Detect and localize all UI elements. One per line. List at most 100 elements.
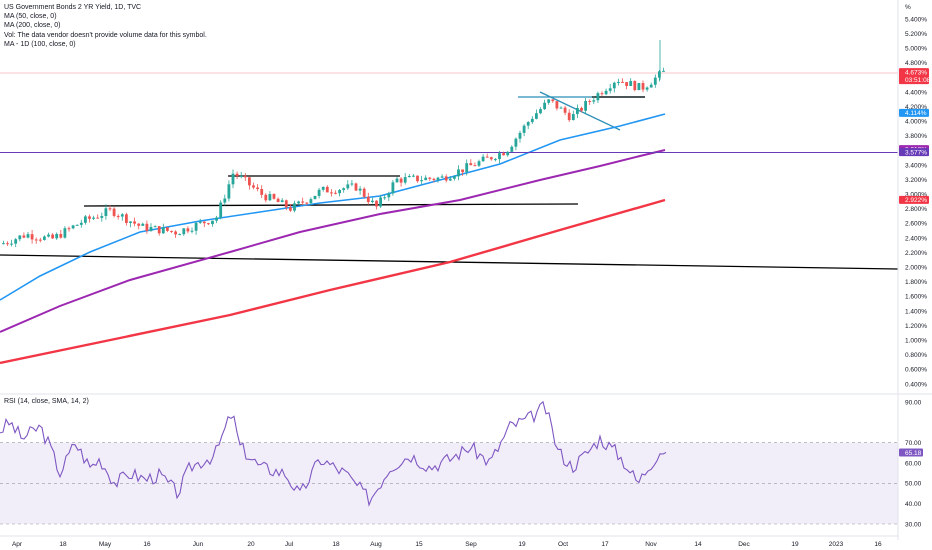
- candle-body: [125, 214, 128, 223]
- candle-body: [604, 90, 608, 95]
- candle-body: [346, 184, 350, 189]
- candle-body: [420, 180, 423, 182]
- candle-body: [571, 114, 575, 121]
- price-tick-label: 3.200%: [905, 177, 927, 184]
- candle-body: [276, 198, 280, 203]
- candle-body: [461, 169, 464, 173]
- candle-body: [190, 230, 194, 232]
- candle-body: [543, 102, 546, 110]
- candle-body: [243, 175, 247, 178]
- price-tick-label: 4.400%: [905, 89, 927, 96]
- candle-body: [18, 235, 22, 240]
- candle-body: [653, 77, 657, 85]
- rsi-badge: [899, 448, 923, 457]
- price-tick-label: 2.400%: [905, 235, 927, 242]
- candle-body: [658, 71, 661, 78]
- candle-body: [596, 93, 600, 101]
- price-tick-label: 5.000%: [905, 46, 927, 53]
- candle-body: [227, 184, 231, 199]
- candle-body: [289, 207, 292, 211]
- candle-body: [186, 228, 190, 232]
- price-badge-countdown: 03:51:08: [905, 77, 931, 84]
- candle-body: [22, 235, 26, 238]
- legend-volume-note: Vol: The data vendor doesn't provide vol…: [4, 31, 207, 39]
- price-tick-label: 1.800%: [905, 279, 927, 286]
- candle-body: [617, 81, 620, 83]
- candle-body: [116, 215, 120, 217]
- candle-body: [555, 101, 559, 109]
- price-tick-label: 0.400%: [905, 381, 927, 388]
- candle-body: [387, 193, 391, 198]
- candle-body: [317, 189, 321, 196]
- candle-body: [399, 178, 403, 183]
- candle-body: [170, 230, 173, 232]
- price-tick-label: 1.200%: [905, 323, 927, 330]
- rsi-pane: 90.00 70.00 60.00 50.00 40.00 30.00 65.18: [0, 399, 923, 528]
- candle-body: [539, 109, 542, 114]
- candle-body: [301, 201, 305, 203]
- price-tick-label: 1.400%: [905, 308, 927, 315]
- price-tick-label: 0.800%: [905, 352, 927, 359]
- ma50-line: [0, 113, 666, 301]
- candle-body: [530, 118, 534, 123]
- time-tick-label: 16: [143, 541, 151, 548]
- time-tick-label: 19: [518, 541, 526, 548]
- candle-body: [10, 243, 13, 245]
- candle-body: [457, 169, 460, 177]
- candle-body: [215, 217, 218, 221]
- candle-body: [63, 228, 67, 238]
- candle-body: [477, 161, 481, 166]
- time-tick-label: Aug: [370, 541, 382, 548]
- candle-body: [59, 233, 63, 238]
- candle-body: [202, 221, 206, 224]
- candle-body: [600, 93, 604, 95]
- candle-body: [412, 175, 415, 177]
- candle-body: [334, 192, 337, 194]
- candle-body: [625, 82, 628, 86]
- candle-body: [88, 216, 91, 219]
- candle-body: [129, 221, 132, 223]
- legend-ma200: MA (200, close, 0): [4, 22, 61, 30]
- candle-body: [84, 216, 87, 223]
- candle-body: [112, 208, 116, 216]
- candle-body: [440, 176, 444, 178]
- time-tick-label: Sep: [465, 541, 477, 548]
- candle-body: [133, 221, 136, 224]
- candle-body: [395, 178, 399, 183]
- price-tick-label: 3.800%: [905, 133, 927, 140]
- candle-body: [325, 186, 329, 193]
- candle-body: [469, 163, 473, 166]
- candle-body: [612, 82, 616, 89]
- time-tick-label: Jun: [193, 541, 204, 548]
- candle-body: [264, 194, 268, 201]
- candle-body: [321, 186, 325, 190]
- rsi-tick-label: 50.00: [905, 481, 922, 488]
- candle-body: [239, 175, 243, 177]
- time-tick-label: 15: [415, 541, 423, 548]
- rsi-tick-label: 70.00: [905, 440, 922, 447]
- candle-body: [465, 163, 469, 173]
- candle-body: [444, 176, 448, 181]
- rsi-tick-label: 60.00: [905, 460, 922, 467]
- candle-body: [432, 178, 436, 181]
- candle-body: [174, 231, 177, 235]
- candle-body: [92, 217, 95, 219]
- candle-body: [26, 234, 30, 238]
- time-tick-label: 18: [59, 541, 67, 548]
- candle-body: [383, 197, 387, 199]
- price-tick-label: 4.000%: [905, 119, 927, 126]
- candle-body: [194, 222, 198, 231]
- candle-body: [485, 156, 489, 158]
- candle-body: [424, 177, 428, 181]
- price-axis: 5.400% 5.200% 5.000% 4.800% 4.400% 4.200% 4.00…: [897, 0, 931, 540]
- candle-body: [338, 190, 341, 194]
- candle-body: [522, 125, 526, 133]
- candle-body: [2, 243, 5, 245]
- candle-body: [47, 234, 50, 237]
- candle-body: [166, 227, 169, 231]
- candle-body: [494, 159, 497, 161]
- candle-body: [448, 178, 452, 181]
- candle-body: [178, 234, 182, 236]
- time-tick-label: Dec: [738, 541, 750, 548]
- price-tick-label: 2.200%: [905, 250, 927, 257]
